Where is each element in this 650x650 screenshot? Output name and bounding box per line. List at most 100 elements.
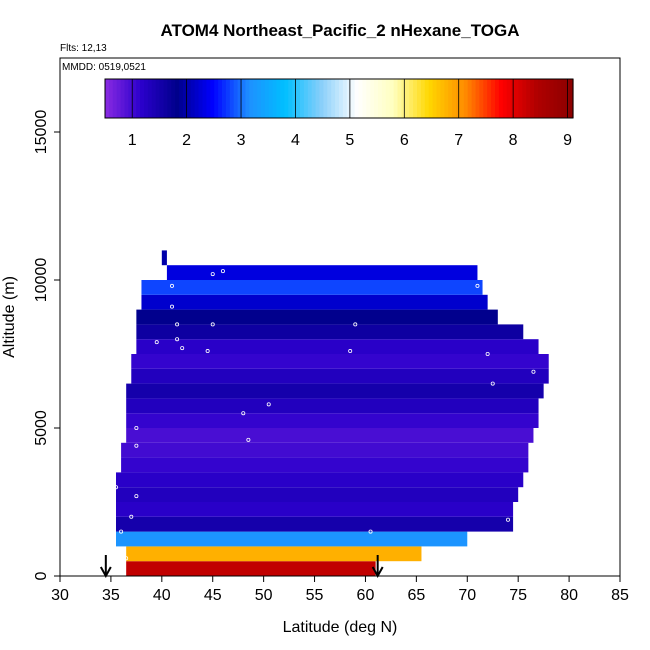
colorbar-cell-77 — [405, 79, 410, 118]
band-3 — [116, 516, 514, 532]
sample-point-1 — [124, 556, 129, 561]
sample-point-23 — [490, 381, 495, 386]
sample-point-6 — [134, 443, 139, 448]
colorbar-cell-79 — [413, 79, 418, 118]
sample-point-21 — [475, 283, 480, 288]
sample-point-15 — [205, 349, 210, 354]
colorbar-cell-46 — [284, 79, 289, 118]
colorbar-cell-6 — [128, 79, 133, 118]
band-7 — [121, 457, 529, 473]
colorbar-cell-31 — [225, 79, 231, 118]
colorbar-cell-115 — [553, 79, 558, 118]
band-6 — [116, 472, 524, 488]
colorbar-cell-61 — [342, 79, 348, 118]
colorbar-cell-97 — [483, 79, 488, 118]
colorbar-cell-7 — [132, 79, 137, 118]
colorbar-cell-60 — [339, 79, 344, 118]
colorbar-cell-90 — [456, 79, 461, 118]
band-18 — [141, 294, 488, 310]
colorbar-cell-93 — [467, 79, 473, 118]
colorbar-cell-113 — [545, 79, 551, 118]
colorbar-cell-86 — [440, 79, 445, 118]
colorbar-cell-14 — [159, 79, 165, 118]
band-0 — [126, 561, 376, 576]
colorbar-cell-80 — [417, 79, 422, 118]
colorbar-cell-53 — [311, 79, 317, 118]
sample-point-27 — [180, 346, 185, 351]
colorbar-cell-57 — [327, 79, 332, 118]
colorbar-tick-label-4: 5 — [345, 132, 354, 149]
colorbar-cell-32 — [229, 79, 235, 118]
colorbar-tick-label-1: 2 — [182, 132, 191, 149]
x-tick-label-5: 55 — [306, 587, 324, 604]
colorbar-cell-49 — [296, 79, 301, 118]
colorbar-cell-96 — [479, 79, 484, 118]
colorbar-cell-88 — [448, 79, 453, 118]
colorbar-cell-55 — [319, 79, 324, 118]
band-10 — [126, 413, 539, 428]
colorbar-tick-label-0: 1 — [128, 132, 137, 149]
colorbar-cell-83 — [428, 79, 434, 118]
colorbar-cell-56 — [323, 79, 328, 118]
colorbar-cell-75 — [397, 79, 402, 118]
colorbar-cell-18 — [175, 79, 180, 118]
sample-point-25 — [505, 517, 510, 522]
sample-point-3 — [129, 514, 134, 519]
x-tick-label-7: 65 — [407, 587, 425, 604]
band-12 — [126, 383, 544, 399]
colorbar-cell-1 — [108, 79, 114, 118]
band-19 — [141, 280, 483, 295]
colorbar-cell-82 — [424, 79, 430, 118]
colorbar-cell-47 — [288, 79, 293, 118]
band-13 — [131, 368, 549, 384]
colorbar-cell-34 — [237, 79, 243, 118]
x-tick-label-0: 30 — [51, 587, 69, 604]
colorbar-cell-59 — [335, 79, 340, 118]
sample-point-18 — [246, 437, 251, 442]
x-tick-label-2: 40 — [153, 587, 171, 604]
sample-point-26 — [368, 529, 373, 534]
colorbar-cell-48 — [292, 79, 297, 118]
colorbar-cell-92 — [463, 79, 469, 118]
sample-point-0 — [119, 559, 124, 564]
sample-point-12 — [210, 272, 215, 277]
colorbar-cell-38 — [253, 79, 258, 118]
sample-point-9 — [175, 322, 180, 327]
band-16 — [136, 324, 524, 340]
colorbar-cell-42 — [268, 79, 274, 118]
x-tick-label-8: 70 — [458, 587, 476, 604]
colorbar-cell-62 — [346, 79, 352, 118]
band-4 — [116, 502, 514, 517]
colorbar-cell-99 — [491, 79, 496, 118]
colorbar-cell-5 — [124, 79, 129, 118]
colorbar-cell-84 — [432, 79, 438, 118]
colorbar-cell-51 — [303, 79, 309, 118]
colorbar-cell-81 — [420, 79, 426, 118]
colorbar-cell-89 — [452, 79, 457, 118]
colorbar-cell-63 — [350, 79, 356, 118]
sample-point-20 — [353, 322, 358, 327]
band-11 — [126, 398, 539, 414]
colorbar-cell-23 — [194, 79, 200, 118]
colorbar-cell-26 — [206, 79, 211, 118]
x-tick-label-4: 50 — [255, 587, 273, 604]
colorbar-cell-8 — [136, 79, 141, 118]
colorbar-cell-76 — [401, 79, 406, 118]
band-15 — [136, 339, 539, 354]
colorbar-cell-28 — [214, 79, 219, 118]
colorbar-cell-29 — [218, 79, 223, 118]
colorbar-tick-label-3: 4 — [291, 132, 300, 149]
colorbar-cell-64 — [354, 79, 360, 118]
colorbar-cell-109 — [530, 79, 535, 118]
band-17 — [136, 309, 498, 325]
colorbar-tick-label-5: 6 — [400, 132, 409, 149]
colorbar-cell-9 — [140, 79, 145, 118]
sample-point-28 — [175, 337, 180, 342]
colorbar-cell-117 — [561, 79, 566, 118]
band-14 — [131, 354, 549, 369]
colorbar-cell-25 — [202, 79, 207, 118]
sample-point-5 — [114, 485, 119, 490]
colorbar-tick-label-7: 8 — [509, 132, 518, 149]
x-tick-label-3: 45 — [204, 587, 222, 604]
colorbar-cell-72 — [385, 79, 391, 118]
